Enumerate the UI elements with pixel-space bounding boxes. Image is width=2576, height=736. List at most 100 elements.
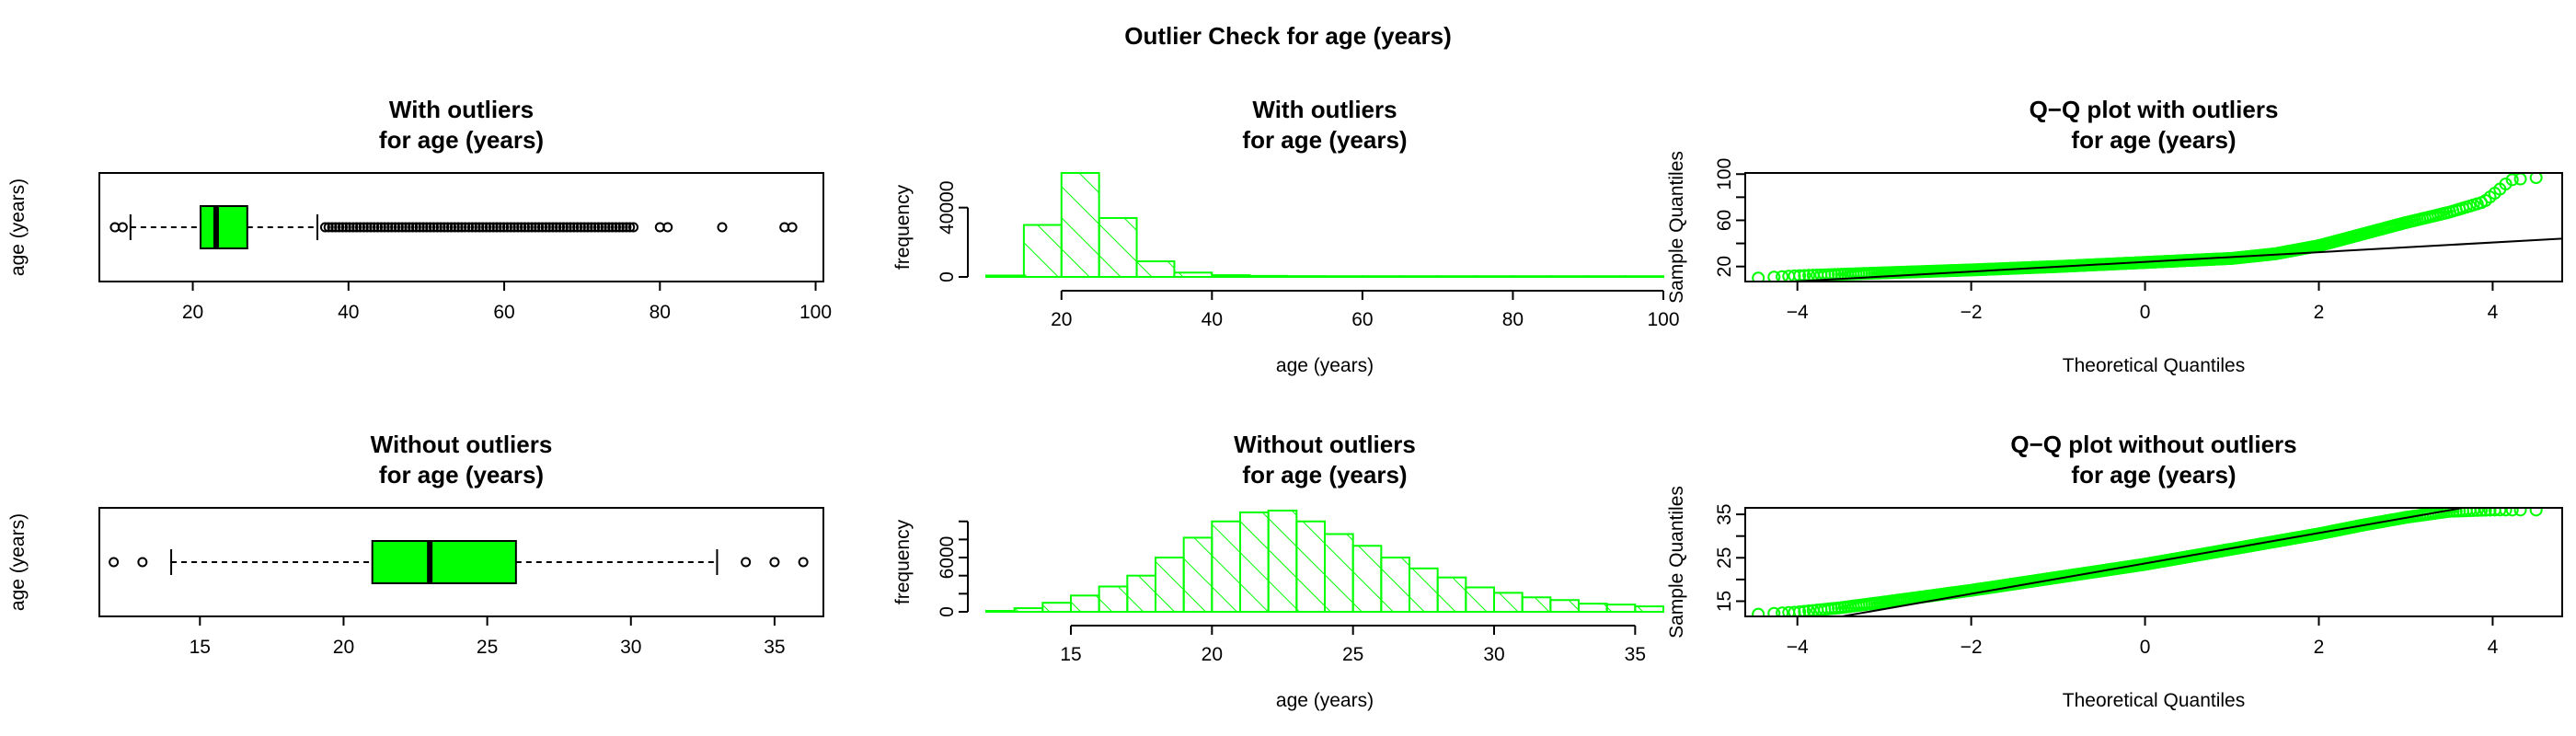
histogram-bar [1493,592,1524,614]
x-tick-label: 60 [493,302,514,323]
outlier-point [544,222,555,233]
histogram-bar [1605,604,1637,614]
x-tick-label: −4 [1787,302,1809,323]
qq-point [2483,508,2497,517]
chart-grid: With outliers for age (years) age (years) 2… [7,96,2563,711]
panel-subtitle: for age (years) [2071,126,2236,154]
x-tick-label: 25 [1342,644,1363,665]
x-tick-label: 60 [1351,309,1373,330]
histogram-bar [1380,557,1411,613]
histogram-bar [1126,574,1157,614]
qq-point [2505,508,2519,517]
outlier-point [414,222,425,233]
outlier-point [351,222,362,233]
outlier-point [572,222,583,233]
qq-point [2529,173,2543,185]
boxplot-panel-box_with: With outliers for age (years) age (years) 2… [7,96,832,323]
y-axis-label: Sample Quantiles [1666,486,1687,638]
outlier-point [491,222,502,233]
outlier-point [586,222,597,233]
outlier-point [358,222,369,233]
plot-frame [1744,172,2563,282]
x-tick-label: 2 [2314,637,2325,658]
histogram-bar [1211,274,1251,279]
histogram-bar [1060,172,1100,278]
outlier-point [425,222,436,233]
histogram-bar [1173,271,1213,278]
y-tick-label: 100 [1714,158,1735,190]
outlier-point [340,222,351,233]
y-tick-label: 20 [1714,256,1735,277]
histogram-bar [1436,275,1477,279]
outlier-point [558,222,569,233]
outlier-point [481,222,492,233]
y-tick-label: 0 [937,271,958,282]
panel-title: Q−Q plot without outliers [2010,431,2296,458]
x-tick-label: 0 [2140,637,2151,658]
outlier-point [470,222,481,233]
x-tick-label: 100 [799,302,832,323]
outlier-point [408,222,419,233]
outlier-point [484,222,495,233]
qq-point [1767,270,1781,282]
outlier-point [607,222,618,233]
y-tick-label: 35 [1714,503,1735,524]
histogram-bar [1135,260,1176,278]
x-tick-label: 30 [1483,644,1504,665]
iqr-box [371,540,517,584]
outlier-point [327,222,338,233]
histogram-bar [1351,545,1383,614]
panel-subtitle: for age (years) [1242,461,1407,489]
x-axis-label: Theoretical Quantiles [2063,355,2245,376]
qq-point [1752,607,1765,616]
panel-subtitle: for age (years) [1242,126,1407,154]
outlier-point [443,222,454,233]
y-tick-label: 6000 [937,536,958,580]
x-tick-label: 20 [1202,644,1223,665]
qq-reference-line [1836,508,2468,616]
iqr-box [200,205,248,249]
qq-point [2513,173,2527,186]
histogram-bar [1182,536,1213,613]
qq-reference-line [1777,237,2562,282]
panel-title: Without outliers [1234,431,1416,458]
histogram-bar [1286,275,1326,278]
x-axis-label: age (years) [1276,355,1374,376]
outlier-point [519,222,530,233]
x-tick-label: 15 [190,637,211,658]
x-tick-label: 100 [1647,309,1679,330]
y-axis-label: Sample Quantiles [1666,151,1687,304]
panel-subtitle: for age (years) [379,126,544,154]
outlier-point [625,222,636,233]
outlier-point [410,222,421,233]
y-axis-label: frequency [892,184,914,270]
outlier-point [477,222,489,233]
histogram-bar [1465,586,1496,613]
outlier-point [421,222,432,233]
outlier-point [466,222,477,233]
outlier-point [614,222,625,233]
x-tick-label: 4 [2488,637,2499,658]
histogram-bar [1625,275,1664,279]
outlier-point [505,222,516,233]
histogram-bar [1436,576,1467,614]
qq-point [1802,604,1816,616]
outlier-point [621,222,632,233]
outlier-point [418,222,429,233]
outlier-point [375,222,386,233]
histogram-panel-hist_without: Without outliers for age (years) 15 20 25 30 3… [892,431,1665,711]
outlier-point [526,222,537,233]
outlier-point [362,222,373,233]
qq-panel-qq_with: Q−Q plot with outliers for age (years) −4 −… [1666,96,2563,376]
x-tick-label: 25 [477,637,498,658]
histogram-bar [1361,275,1401,279]
outlier-point [365,222,376,233]
outlier-point [610,222,621,233]
x-axis-label: age (years) [1276,690,1374,711]
histogram-bar [1098,585,1129,613]
histogram-bar [985,274,1025,279]
outlier-point [495,222,506,233]
x-tick-label: 4 [2488,302,2499,323]
histogram-bar [1324,533,1354,614]
outlier-point [717,222,728,233]
